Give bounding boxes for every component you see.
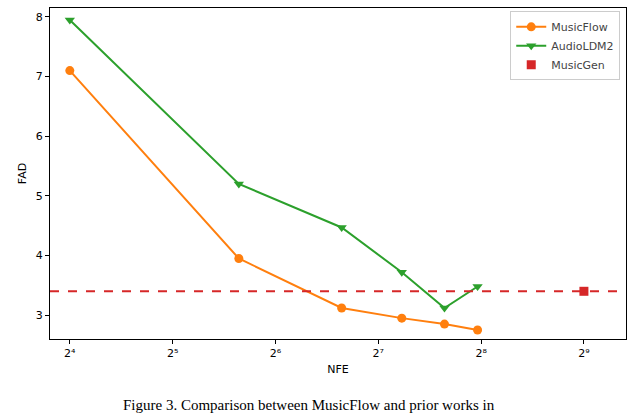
- svg-text:FAD: FAD: [16, 163, 29, 184]
- svg-text:4: 4: [36, 249, 43, 262]
- svg-text:Figure 3. Comparison between M: Figure 3. Comparison between MusicFlow a…: [123, 397, 495, 413]
- svg-text:3: 3: [36, 309, 43, 322]
- svg-text:8: 8: [36, 11, 43, 24]
- svg-text:6: 6: [36, 130, 43, 143]
- svg-text:7: 7: [36, 70, 43, 83]
- svg-text:MusicGen: MusicGen: [551, 59, 605, 72]
- svg-text:5: 5: [36, 190, 43, 203]
- svg-text:AudioLDM2: AudioLDM2: [551, 40, 613, 53]
- svg-text:2⁹: 2⁹: [578, 347, 589, 360]
- svg-text:2⁶: 2⁶: [270, 347, 282, 360]
- svg-text:2⁴: 2⁴: [64, 347, 76, 360]
- svg-text:NFE: NFE: [327, 363, 349, 376]
- svg-text:2⁷: 2⁷: [373, 347, 384, 360]
- svg-text:MusicFlow: MusicFlow: [551, 21, 607, 34]
- svg-text:2⁵: 2⁵: [167, 347, 178, 360]
- svg-text:2⁸: 2⁸: [475, 347, 487, 360]
